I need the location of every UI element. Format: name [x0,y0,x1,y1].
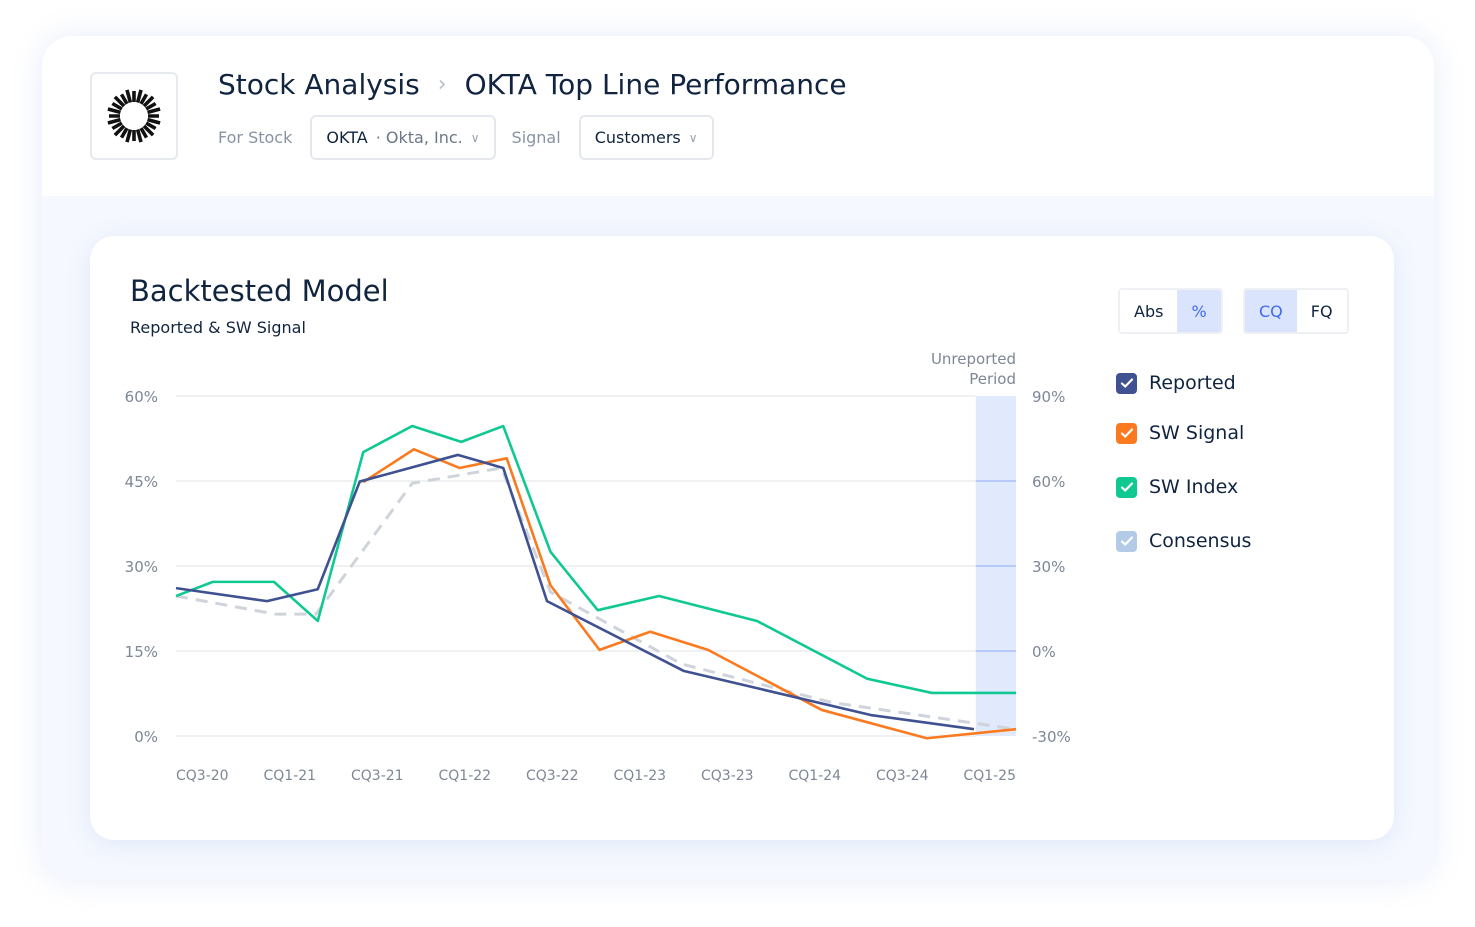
sunburst-ray [142,95,155,108]
period-toggle: CQ FQ [1243,288,1349,334]
sunburst-ray [113,95,126,108]
header: Stock Analysis › OKTA Top Line Performan… [42,36,1434,196]
sunburst-ray [111,121,123,131]
checkbox-checked-icon[interactable] [1116,422,1137,444]
y-tick-label: 60% [125,388,158,406]
x-tick-label: CQ3-24 [876,768,929,784]
signal-dropdown[interactable]: Customers ∨ [578,115,714,160]
signal-value: Customers [594,128,681,147]
sunburst-ray [107,117,121,125]
sunburst-ray [125,129,133,143]
checkbox-checked-icon[interactable] [1116,372,1137,394]
signal-label: Signal [511,128,561,147]
legend-item-sw-signal[interactable]: SW Signal [1116,422,1244,444]
sunburst-ray [145,121,157,131]
stock-dropdown[interactable]: OKTA · Okta, Inc. ∨ [310,115,496,160]
checkbox-checked-icon[interactable] [1116,530,1137,552]
filters: For Stock OKTA · Okta, Inc. ∨ Signal Cus… [218,115,730,160]
sunburst-ray [107,107,121,115]
legend-label: SW Signal [1149,422,1245,444]
mode-toggle: Abs % [1118,288,1223,334]
legend-label: Reported [1149,372,1236,394]
sunburst-ray [142,124,155,137]
card-subtitle: Reported & SW Signal [130,318,306,337]
sunburst-ray [119,93,129,105]
sunburst-ray [113,124,126,137]
sunburst-ray [119,127,129,139]
card-title: Backtested Model [130,274,389,308]
x-tick-label: CQ1-24 [789,768,842,784]
backtested-model-card: Backtested Model Reported & SW Signal Ab… [90,236,1394,840]
series-line-sw-signal [362,447,1017,740]
checkbox-checked-icon[interactable] [1116,476,1137,498]
stock-ticker: OKTA [326,128,368,147]
chevron-right-icon: › [437,72,447,97]
sunburst-ray [111,101,123,111]
mode-percent-button[interactable]: % [1177,290,1221,332]
sunburst-ray [147,117,161,125]
x-tick-label: CQ1-22 [439,768,492,784]
sunburst-ray [139,93,149,105]
sunburst-ray [139,127,149,139]
chevron-down-icon: ∨ [470,130,480,145]
series-line-reported [175,453,975,731]
mode-abs-button[interactable]: Abs [1134,301,1164,321]
breadcrumb-stock-analysis[interactable]: Stock Analysis [218,68,420,101]
sunburst-ray [135,89,143,103]
sunburst-ray [145,101,157,111]
stock-name: · Okta, Inc. [375,128,463,147]
legend-item-sw-index[interactable]: SW Index [1116,476,1238,498]
series-line-consensus [175,466,1017,731]
x-tick-label: CQ1-23 [614,768,667,784]
breadcrumb: Stock Analysis › OKTA Top Line Performan… [218,68,847,101]
y-tick-label: 45% [125,473,158,491]
x-tick-label: CQ3-23 [701,768,754,784]
y2-tick-label: -30% [1032,728,1071,746]
y-tick-label: 30% [125,558,158,576]
period-cq-button[interactable]: CQ [1245,290,1297,332]
period-fq-button[interactable]: FQ [1310,301,1333,321]
sunburst-ray [125,89,133,103]
x-tick-label: CQ1-25 [963,768,1016,784]
series-line-sw-index [175,424,1016,695]
y-tick-label: 0% [134,728,158,746]
unreported-period-label: Period [969,370,1016,388]
y-tick-label: 15% [125,643,158,661]
legend-item-consensus[interactable]: Consensus [1116,530,1251,552]
unreported-period-label: Unreported [931,350,1016,368]
x-tick-label: CQ3-21 [351,768,404,784]
x-tick-label: CQ1-21 [264,768,317,784]
x-tick-label: CQ3-22 [526,768,579,784]
stock-label: For Stock [218,128,293,147]
y2-tick-label: 60% [1032,473,1065,491]
y2-tick-label: 30% [1032,558,1065,576]
legend-label: SW Index [1149,476,1239,498]
sunburst-logo-icon [107,89,161,143]
chevron-down-icon: ∨ [688,130,698,145]
legend-label: Consensus [1149,530,1252,552]
page-title: OKTA Top Line Performance [464,68,847,101]
sunburst-ray [135,129,143,143]
page-container: Stock Analysis › OKTA Top Line Performan… [42,36,1434,880]
y2-tick-label: 0% [1032,643,1056,661]
y2-tick-label: 90% [1032,388,1065,406]
company-logo [90,72,178,160]
sunburst-ray [147,107,161,115]
legend-item-reported[interactable]: Reported [1116,372,1236,394]
x-tick-label: CQ3-20 [176,768,229,784]
